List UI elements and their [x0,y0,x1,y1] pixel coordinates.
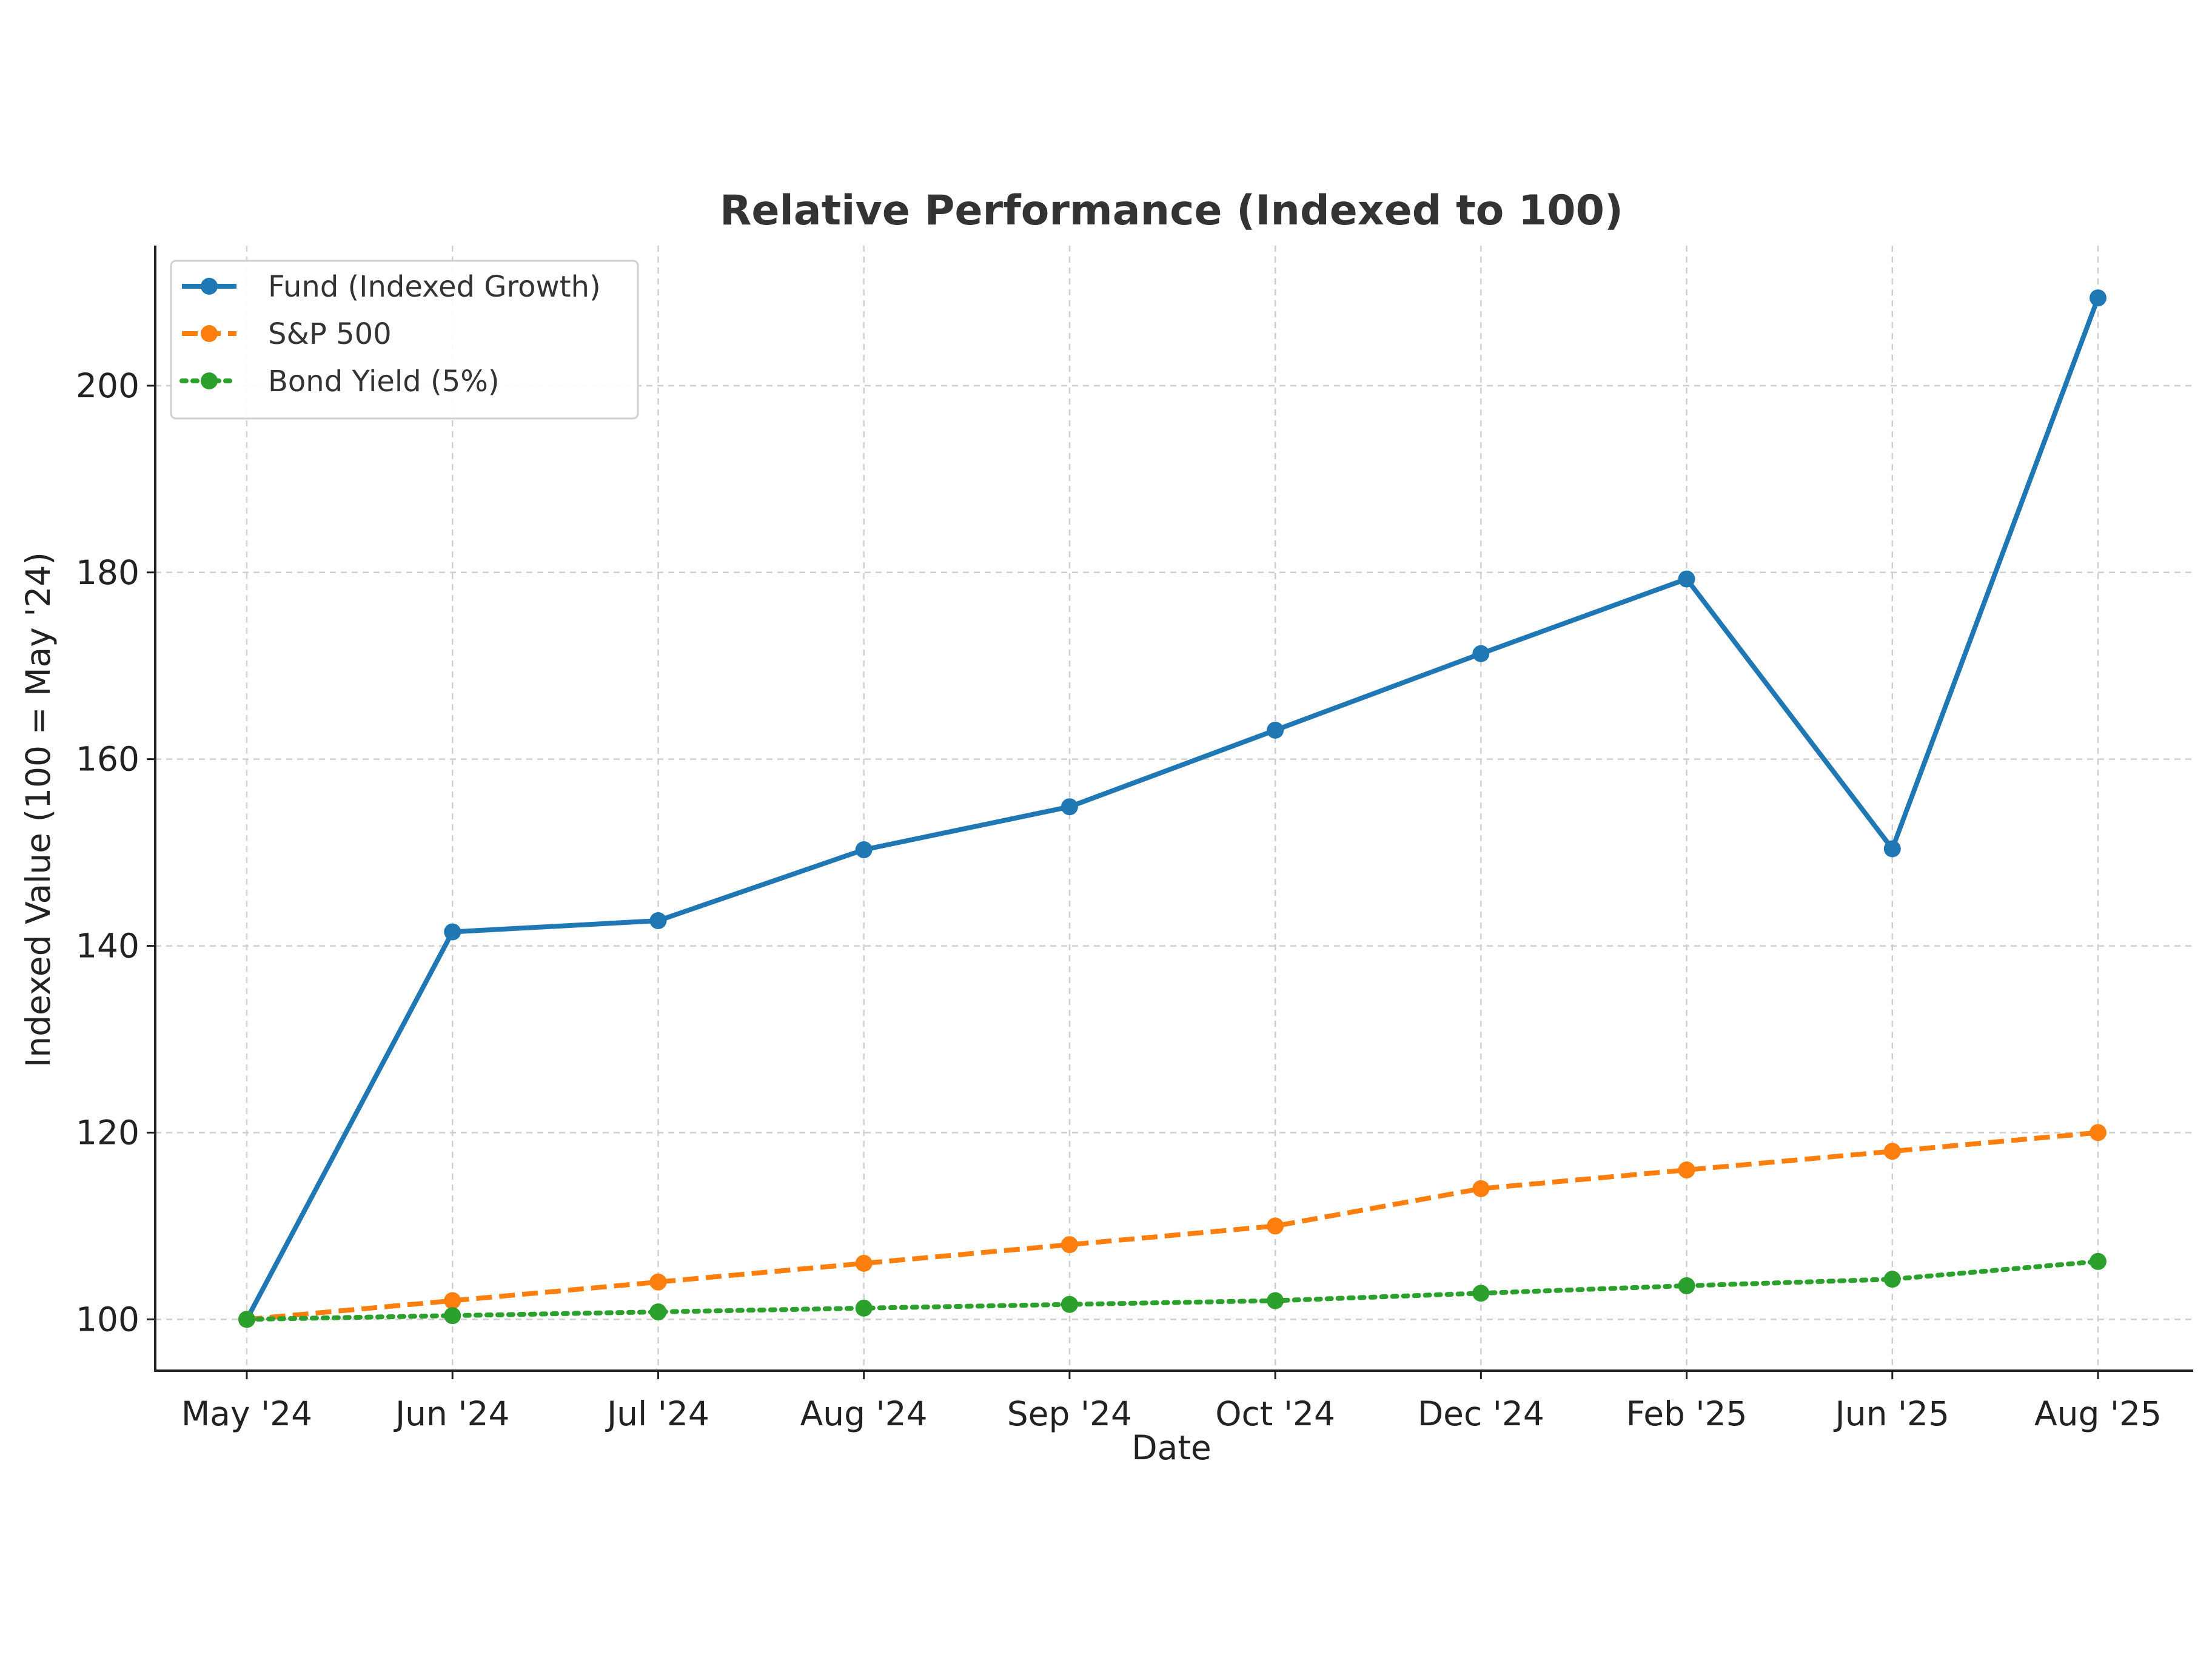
data-point [1472,1285,1490,1302]
chart-title: Relative Performance (Indexed to 100) [720,187,1623,235]
series-group [238,289,2106,1328]
data-point [855,1254,873,1272]
data-point [1472,645,1490,662]
data-point [444,923,461,941]
x-tick-label: Sep '24 [1007,1394,1132,1433]
series-line [244,297,2100,1321]
data-point [855,1299,873,1317]
data-point [1883,1271,1901,1288]
legend-label: S&P 500 [268,317,392,351]
data-point [1267,1292,1284,1309]
series-0 [238,289,2106,1328]
data-point [1883,840,1901,858]
y-axis-label: Indexed Value (100 = May '24) [19,552,58,1067]
y-tick-label: 140 [76,927,139,966]
data-point [1267,721,1284,739]
data-point [444,1292,461,1309]
data-point [2090,1252,2106,1270]
series-1 [238,1124,2106,1328]
y-tick-label: 160 [76,740,139,779]
y-tick-label: 200 [76,366,139,405]
legend-label: Bond Yield (5%) [268,365,500,398]
data-point [1061,1295,1078,1313]
x-tick-label: Jun '25 [1834,1394,1950,1433]
legend-label: Fund (Indexed Growth) [268,270,601,304]
series-line [246,1130,2099,1322]
legend-swatch-marker [201,372,218,389]
y-tick-label: 100 [76,1300,139,1339]
data-point [855,841,873,859]
x-axis-label: Date [1131,1428,1211,1467]
data-point [649,1303,667,1321]
x-tick-label: May '24 [181,1394,312,1433]
legend-swatch-marker [201,325,218,342]
data-point [2090,1124,2106,1141]
data-point [1267,1217,1284,1235]
data-point [238,1311,255,1328]
data-point [1678,570,1695,588]
data-point [1472,1180,1490,1197]
x-tick-label: Aug '25 [2034,1394,2162,1433]
x-tick-label: Jun '24 [394,1394,510,1433]
tick-labels: May '24 Jun '24 Jul '24 Aug '24 Sep '24 Oct '… [76,366,2162,1433]
data-point [649,912,667,929]
x-tick-label: Aug '24 [800,1394,928,1433]
axes [147,246,2193,1379]
legend-swatch-marker [201,278,218,295]
y-tick-label: 120 [76,1113,139,1152]
y-tick-label: 180 [76,553,139,592]
data-point [649,1273,667,1291]
data-point [1883,1143,1901,1160]
x-tick-label: Feb '25 [1626,1394,1748,1433]
data-point [1061,1236,1078,1254]
x-tick-label: Jul '24 [605,1394,709,1433]
data-point [1678,1161,1695,1179]
data-point [444,1307,461,1325]
legend: Fund (Indexed Growth) S&P 500 Bond Yield (… [170,260,639,420]
legend-box [170,260,639,420]
x-tick-label: Dec '24 [1418,1394,1544,1433]
data-point [2090,289,2106,307]
x-tick-label: Oct '24 [1215,1394,1335,1433]
data-point [1678,1277,1695,1294]
series-line [244,1258,2100,1322]
series-2 [238,1252,2106,1328]
data-point [1061,798,1078,816]
